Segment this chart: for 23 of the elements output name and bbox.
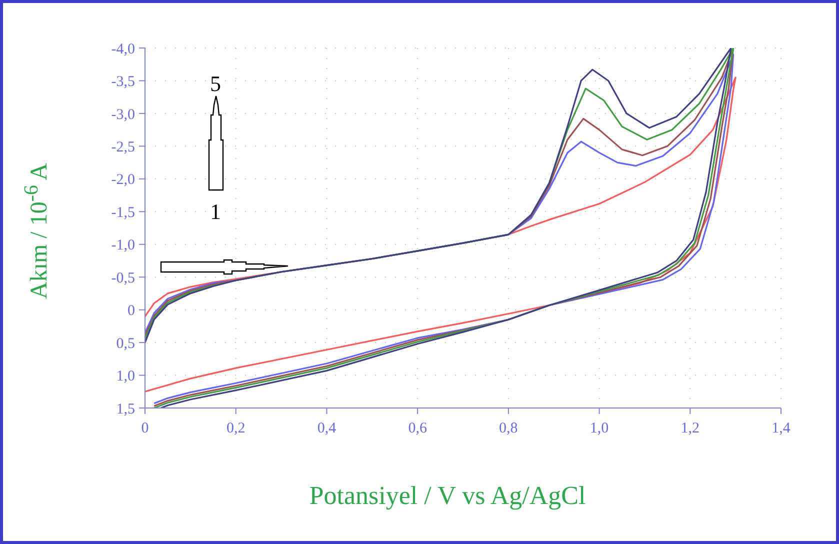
x-tick-label: 1,0 <box>590 420 609 437</box>
y-tick-label: -0,5 <box>111 270 135 286</box>
y-tick-label: 0,5 <box>116 336 135 352</box>
y-tick-label: -2,5 <box>111 140 135 156</box>
y-tick-label: 0 <box>128 303 135 320</box>
x-tick-label: 0,2 <box>226 420 246 437</box>
y-tick-label: -3,5 <box>111 74 135 90</box>
y-tick-label: -4,0 <box>111 41 135 58</box>
x-tick-label: 1,4 <box>772 420 791 437</box>
x-tick-label: 1,2 <box>680 420 700 437</box>
x-axis-title: Potansiyel / V vs Ag/AgCl <box>308 481 587 511</box>
y-tick-label: -1,0 <box>111 238 135 254</box>
y-tick-label: 1,5 <box>116 401 135 418</box>
x-tick-label: 0,6 <box>408 420 428 437</box>
annotation: 1 <box>210 199 221 225</box>
y-tick-label: 1,0 <box>116 368 135 385</box>
y-tick-label: -3,0 <box>111 106 135 123</box>
y-tick-label: -2,0 <box>111 172 135 188</box>
x-tick-label: 0 <box>141 420 149 437</box>
x-tick-label: 0,8 <box>499 420 518 437</box>
y-tick-label: -1,5 <box>111 204 135 221</box>
x-tick-label: 0,4 <box>317 420 337 437</box>
annotation: 5 <box>210 71 221 97</box>
